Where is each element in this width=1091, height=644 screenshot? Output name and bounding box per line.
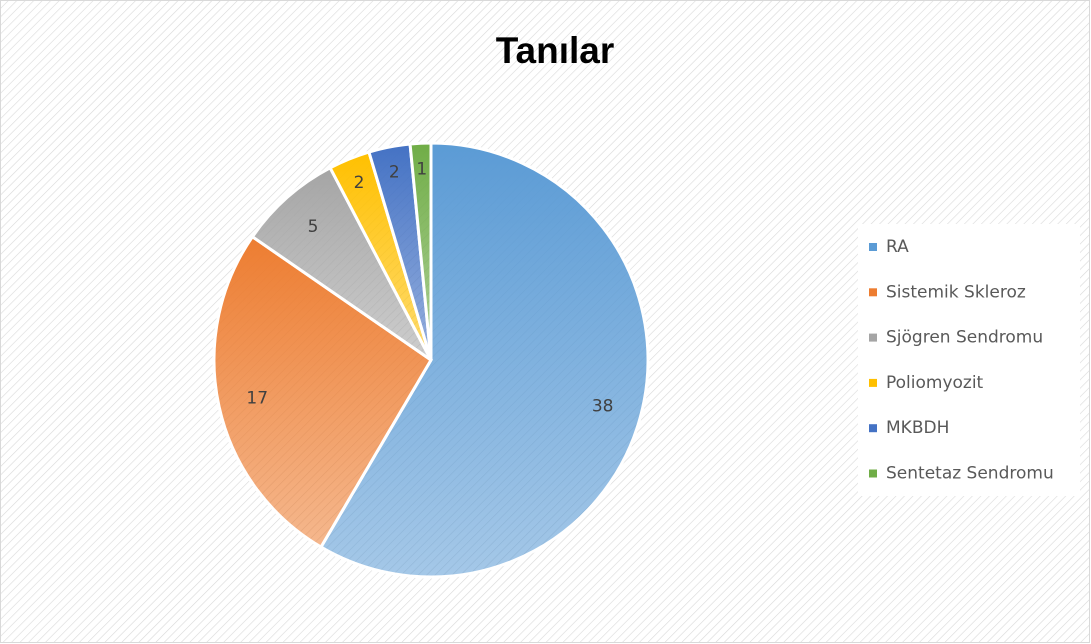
pie-slice — [318, 141, 650, 579]
legend-label: Sjögren Sendromu — [886, 328, 1043, 348]
legend-marker — [869, 333, 877, 342]
legend-label: RA — [886, 237, 909, 257]
legend-marker — [869, 288, 877, 297]
legend-marker — [869, 424, 877, 433]
pie-slice — [408, 141, 433, 361]
legend-background — [858, 224, 1080, 496]
legend-label: Poliomyozit — [886, 373, 984, 393]
data-label: 1 — [416, 159, 427, 179]
legend-marker — [869, 378, 877, 387]
data-label: 2 — [354, 173, 365, 193]
legend-label: Sentetaz Sendromu — [886, 464, 1054, 484]
pie-slice — [250, 165, 433, 362]
legend-label: Sistemik Skleroz — [886, 282, 1026, 302]
legend-marker — [869, 243, 877, 251]
data-label: 17 — [246, 388, 268, 408]
chart-title: Tanılar — [496, 30, 615, 71]
pie-slice — [212, 234, 434, 550]
legend-label: MKBDH — [886, 418, 949, 438]
data-label: 2 — [389, 163, 400, 183]
legend-marker — [869, 469, 877, 478]
data-label: 5 — [308, 217, 319, 237]
data-label: 38 — [592, 397, 614, 417]
